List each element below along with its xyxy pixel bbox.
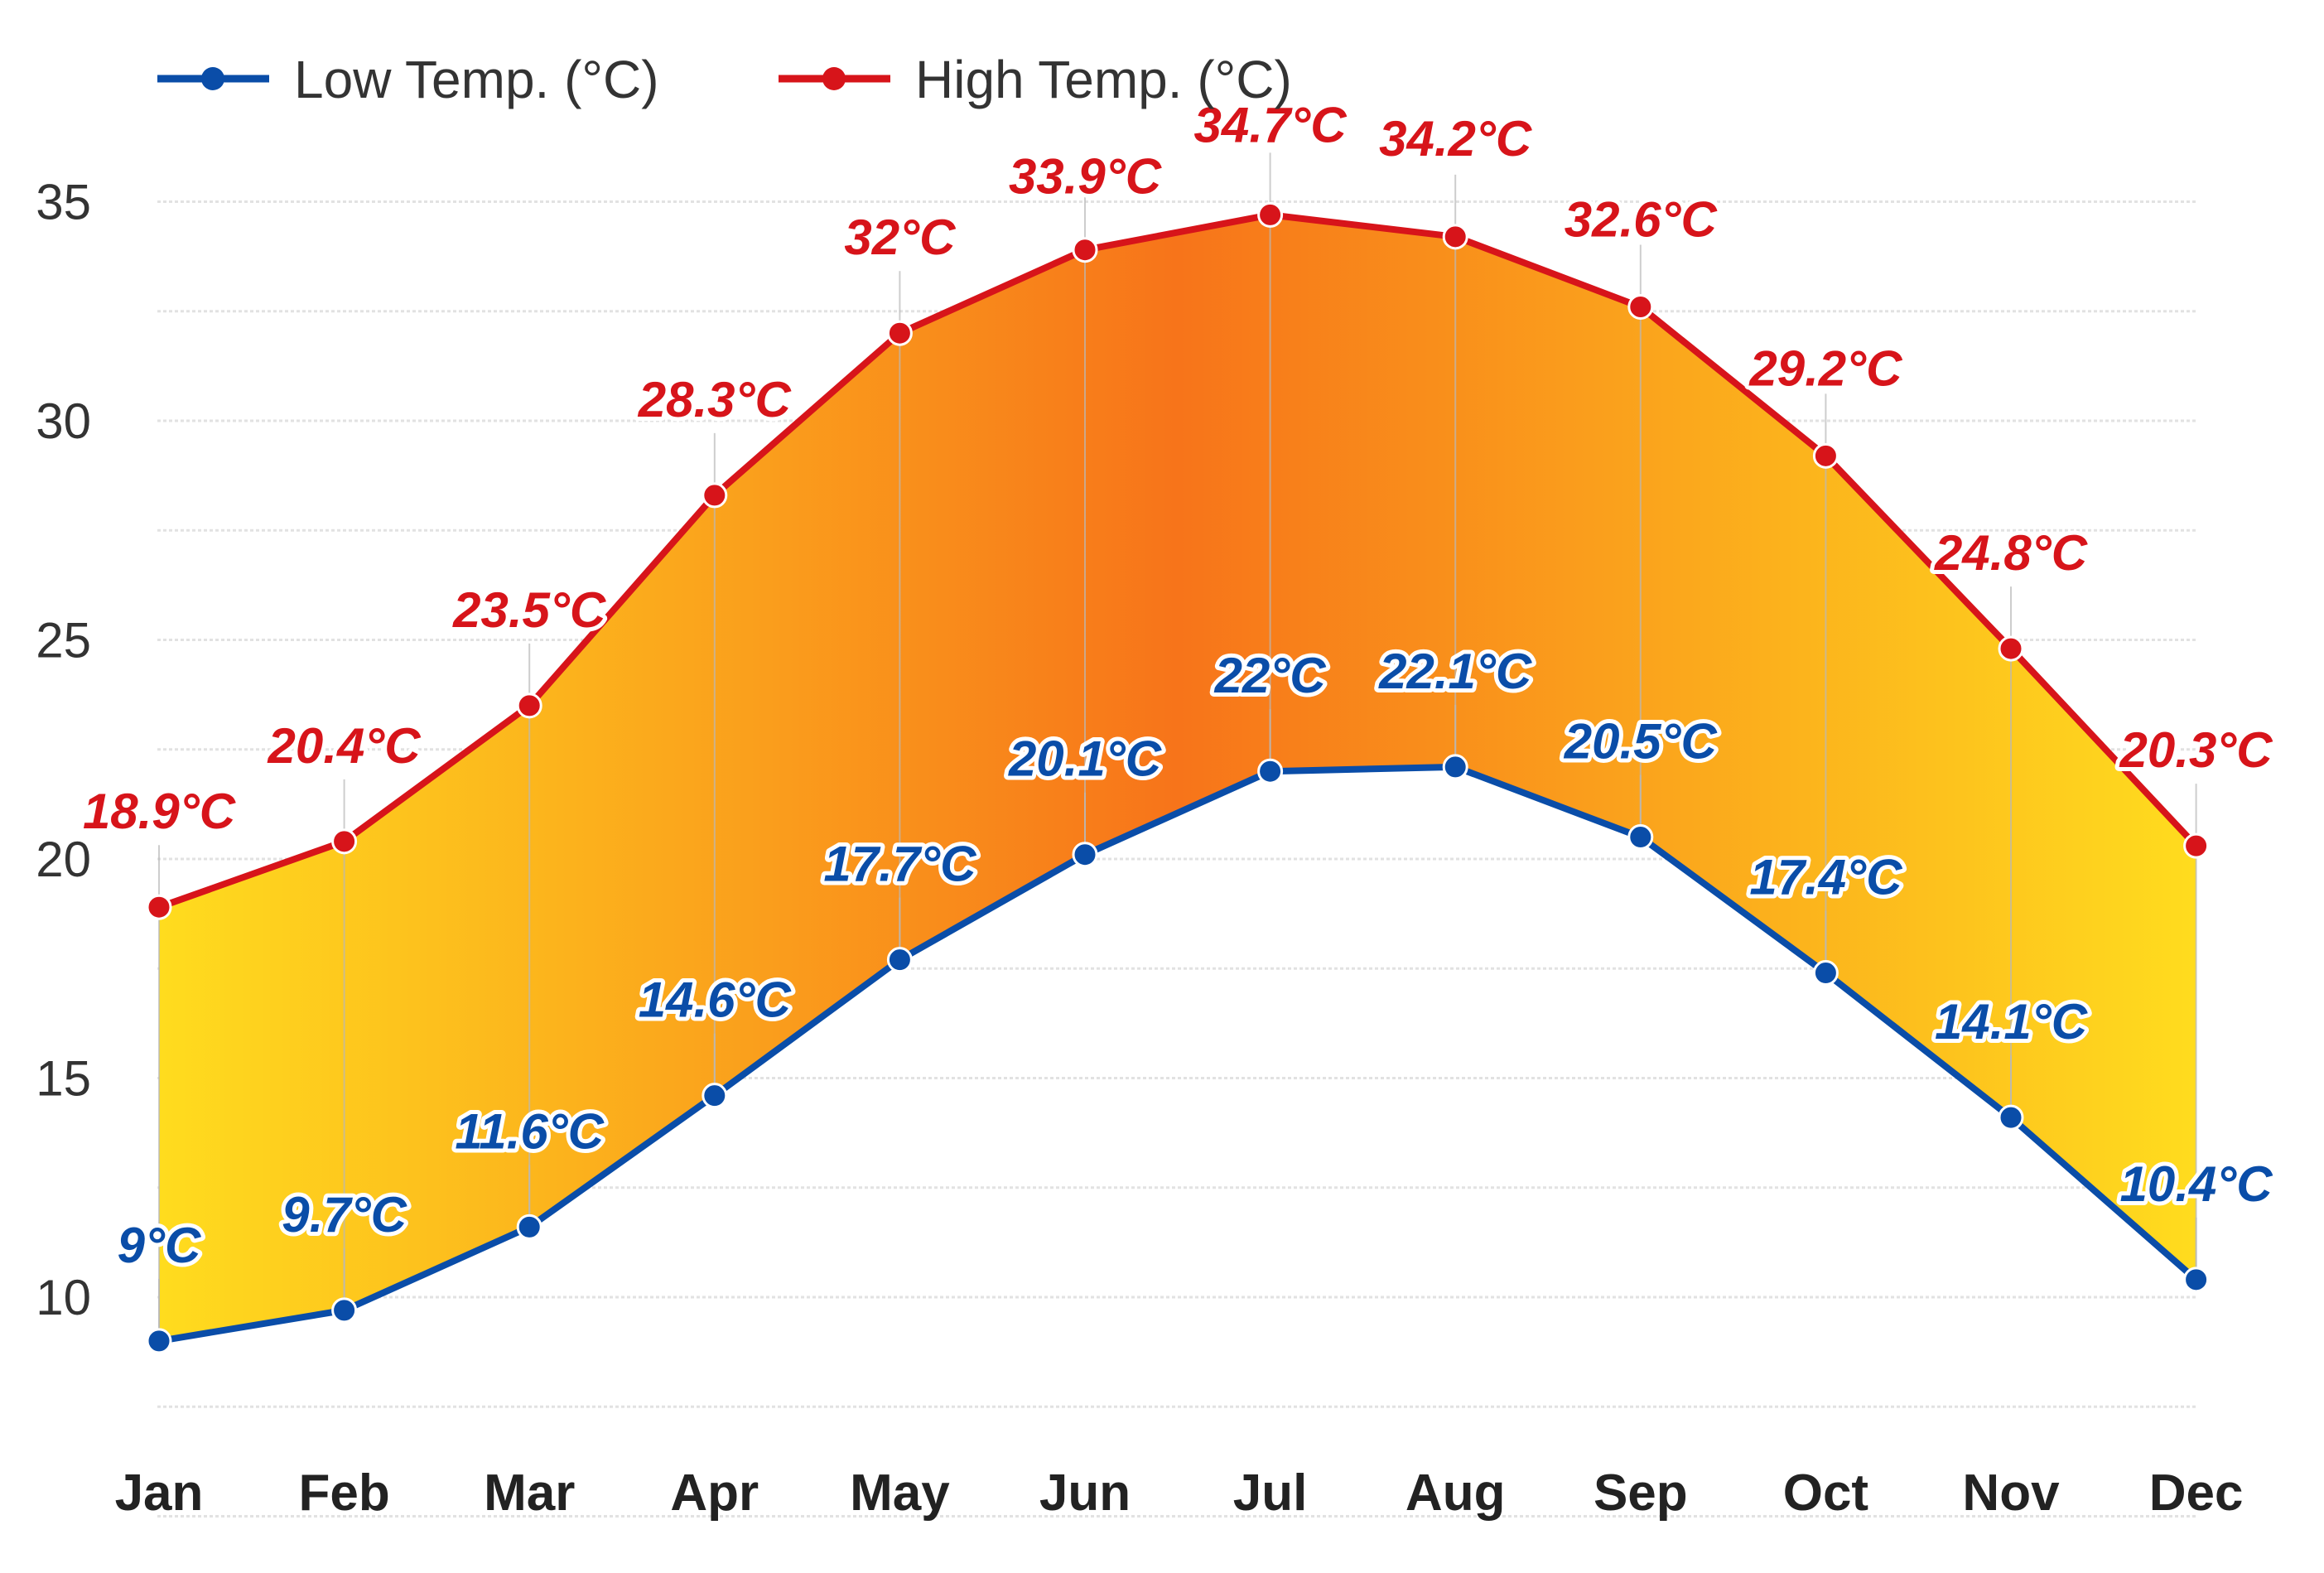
high-temp-label: 24.8°C bbox=[1934, 525, 2089, 581]
low-temp-label: 17.7°C bbox=[823, 837, 977, 892]
high-temp-label: 18.9°C bbox=[83, 784, 237, 839]
x-tick-label: Jan bbox=[115, 1464, 204, 1522]
low-temp-label: 9.7°C bbox=[282, 1187, 407, 1242]
high-temp-point[interactable] bbox=[1442, 224, 1468, 250]
legend-low-temp[interactable]: Low Temp. (°C) bbox=[157, 50, 659, 109]
low-temp-label: 14.6°C bbox=[639, 972, 793, 1028]
legend-high-marker bbox=[822, 67, 846, 90]
legend-high-label: High Temp. (°C) bbox=[915, 50, 1292, 109]
low-temp-label: 20.1°C bbox=[1008, 731, 1163, 787]
high-temp-label: 34.7°C bbox=[1194, 97, 1348, 152]
high-temp-label: 29.2°C bbox=[1748, 340, 1903, 396]
low-temp-point[interactable] bbox=[1072, 842, 1098, 868]
low-temp-point[interactable] bbox=[1627, 824, 1654, 851]
x-tick-label: Dec bbox=[2149, 1464, 2244, 1522]
low-temp-label: 20.5°C bbox=[1564, 714, 1719, 770]
high-temp-label: 23.5°C bbox=[452, 582, 607, 638]
low-temp-label: 14.1°C bbox=[1935, 994, 2089, 1049]
low-temp-label: 9°C bbox=[118, 1218, 202, 1273]
high-temp-point[interactable] bbox=[702, 482, 728, 509]
axes: 35 30 25 20 15 10 Jan Feb Mar Apr May Jun Jul Aug Sep O… bbox=[36, 175, 2243, 1522]
low-temp-label: 10.4°C bbox=[2120, 1156, 2274, 1212]
x-tick-label: Jul bbox=[1233, 1464, 1308, 1522]
x-tick-label: Jun bbox=[1039, 1464, 1131, 1522]
y-tick-label: 20 bbox=[36, 832, 91, 887]
x-tick-label: Mar bbox=[484, 1464, 575, 1522]
low-temp-point[interactable] bbox=[886, 947, 913, 973]
high-temp-point[interactable] bbox=[886, 320, 913, 346]
high-temp-line bbox=[156, 211, 2200, 911]
high-temp-point[interactable] bbox=[146, 894, 172, 920]
high-temp-point[interactable] bbox=[516, 692, 542, 719]
low-temp-label: 11.6°C bbox=[455, 1103, 605, 1159]
low-temp-point[interactable] bbox=[1998, 1104, 2024, 1131]
x-tick-label: Apr bbox=[670, 1464, 759, 1522]
y-tick-label: 15 bbox=[36, 1051, 91, 1107]
low-temp-label: 22.1°C bbox=[1378, 644, 1533, 699]
legend[interactable]: Low Temp. (°C) High Temp. (°C) bbox=[157, 50, 1292, 109]
y-tick-label: 10 bbox=[36, 1270, 91, 1325]
x-tick-label: Aug bbox=[1405, 1464, 1506, 1522]
high-temp-point[interactable] bbox=[1257, 201, 1284, 228]
data-labels: 18.9°C 20.4°C 23.5°C 28.3°C 32°C 33.9°C 34.7°C… bbox=[79, 93, 2278, 1277]
x-tick-label: Oct bbox=[1783, 1464, 1868, 1522]
x-tick-label: Sep bbox=[1594, 1464, 1688, 1522]
y-tick-label: 25 bbox=[36, 613, 91, 668]
high-temp-point[interactable] bbox=[331, 828, 358, 855]
high-temp-label: 20.3°C bbox=[2119, 722, 2274, 778]
high-temp-point[interactable] bbox=[1072, 237, 1098, 263]
legend-high-temp[interactable]: High Temp. (°C) bbox=[779, 50, 1292, 109]
high-temp-point[interactable] bbox=[1812, 442, 1839, 469]
y-tick-label: 35 bbox=[36, 175, 91, 230]
high-temp-label: 28.3°C bbox=[638, 372, 793, 427]
y-tick-label: 30 bbox=[36, 393, 91, 449]
low-temp-label: 17.4°C bbox=[1749, 850, 1903, 905]
low-temp-point[interactable] bbox=[516, 1214, 542, 1240]
high-temp-point[interactable] bbox=[1998, 635, 2024, 662]
legend-low-marker bbox=[201, 67, 224, 90]
low-temp-point[interactable] bbox=[1257, 758, 1284, 784]
low-temp-point[interactable] bbox=[1812, 960, 1839, 987]
x-tick-label: Feb bbox=[298, 1464, 389, 1522]
temperature-range-area bbox=[159, 215, 2196, 1341]
low-temp-point[interactable] bbox=[702, 1083, 728, 1109]
high-temp-label: 32.6°C bbox=[1565, 191, 1719, 247]
low-temp-line bbox=[156, 763, 2200, 1344]
range-fill bbox=[159, 215, 2196, 1341]
series-lines bbox=[146, 201, 2210, 1354]
low-temp-point[interactable] bbox=[2183, 1267, 2210, 1293]
legend-low-label: Low Temp. (°C) bbox=[294, 50, 659, 109]
x-tick-label: Nov bbox=[1962, 1464, 2060, 1522]
high-temp-label: 32°C bbox=[844, 210, 957, 265]
high-temp-point[interactable] bbox=[2183, 832, 2210, 859]
high-temp-label: 33.9°C bbox=[1009, 149, 1163, 205]
low-temp-label: 22°C bbox=[1214, 648, 1328, 703]
high-temp-point[interactable] bbox=[1627, 293, 1654, 320]
low-temp-point[interactable] bbox=[1442, 754, 1468, 780]
high-temp-label: 20.4°C bbox=[268, 718, 422, 774]
low-temp-point[interactable] bbox=[146, 1328, 172, 1354]
low-temp-point[interactable] bbox=[331, 1297, 358, 1324]
high-temp-label: 34.2°C bbox=[1379, 111, 1533, 166]
x-tick-label: May bbox=[850, 1464, 950, 1522]
